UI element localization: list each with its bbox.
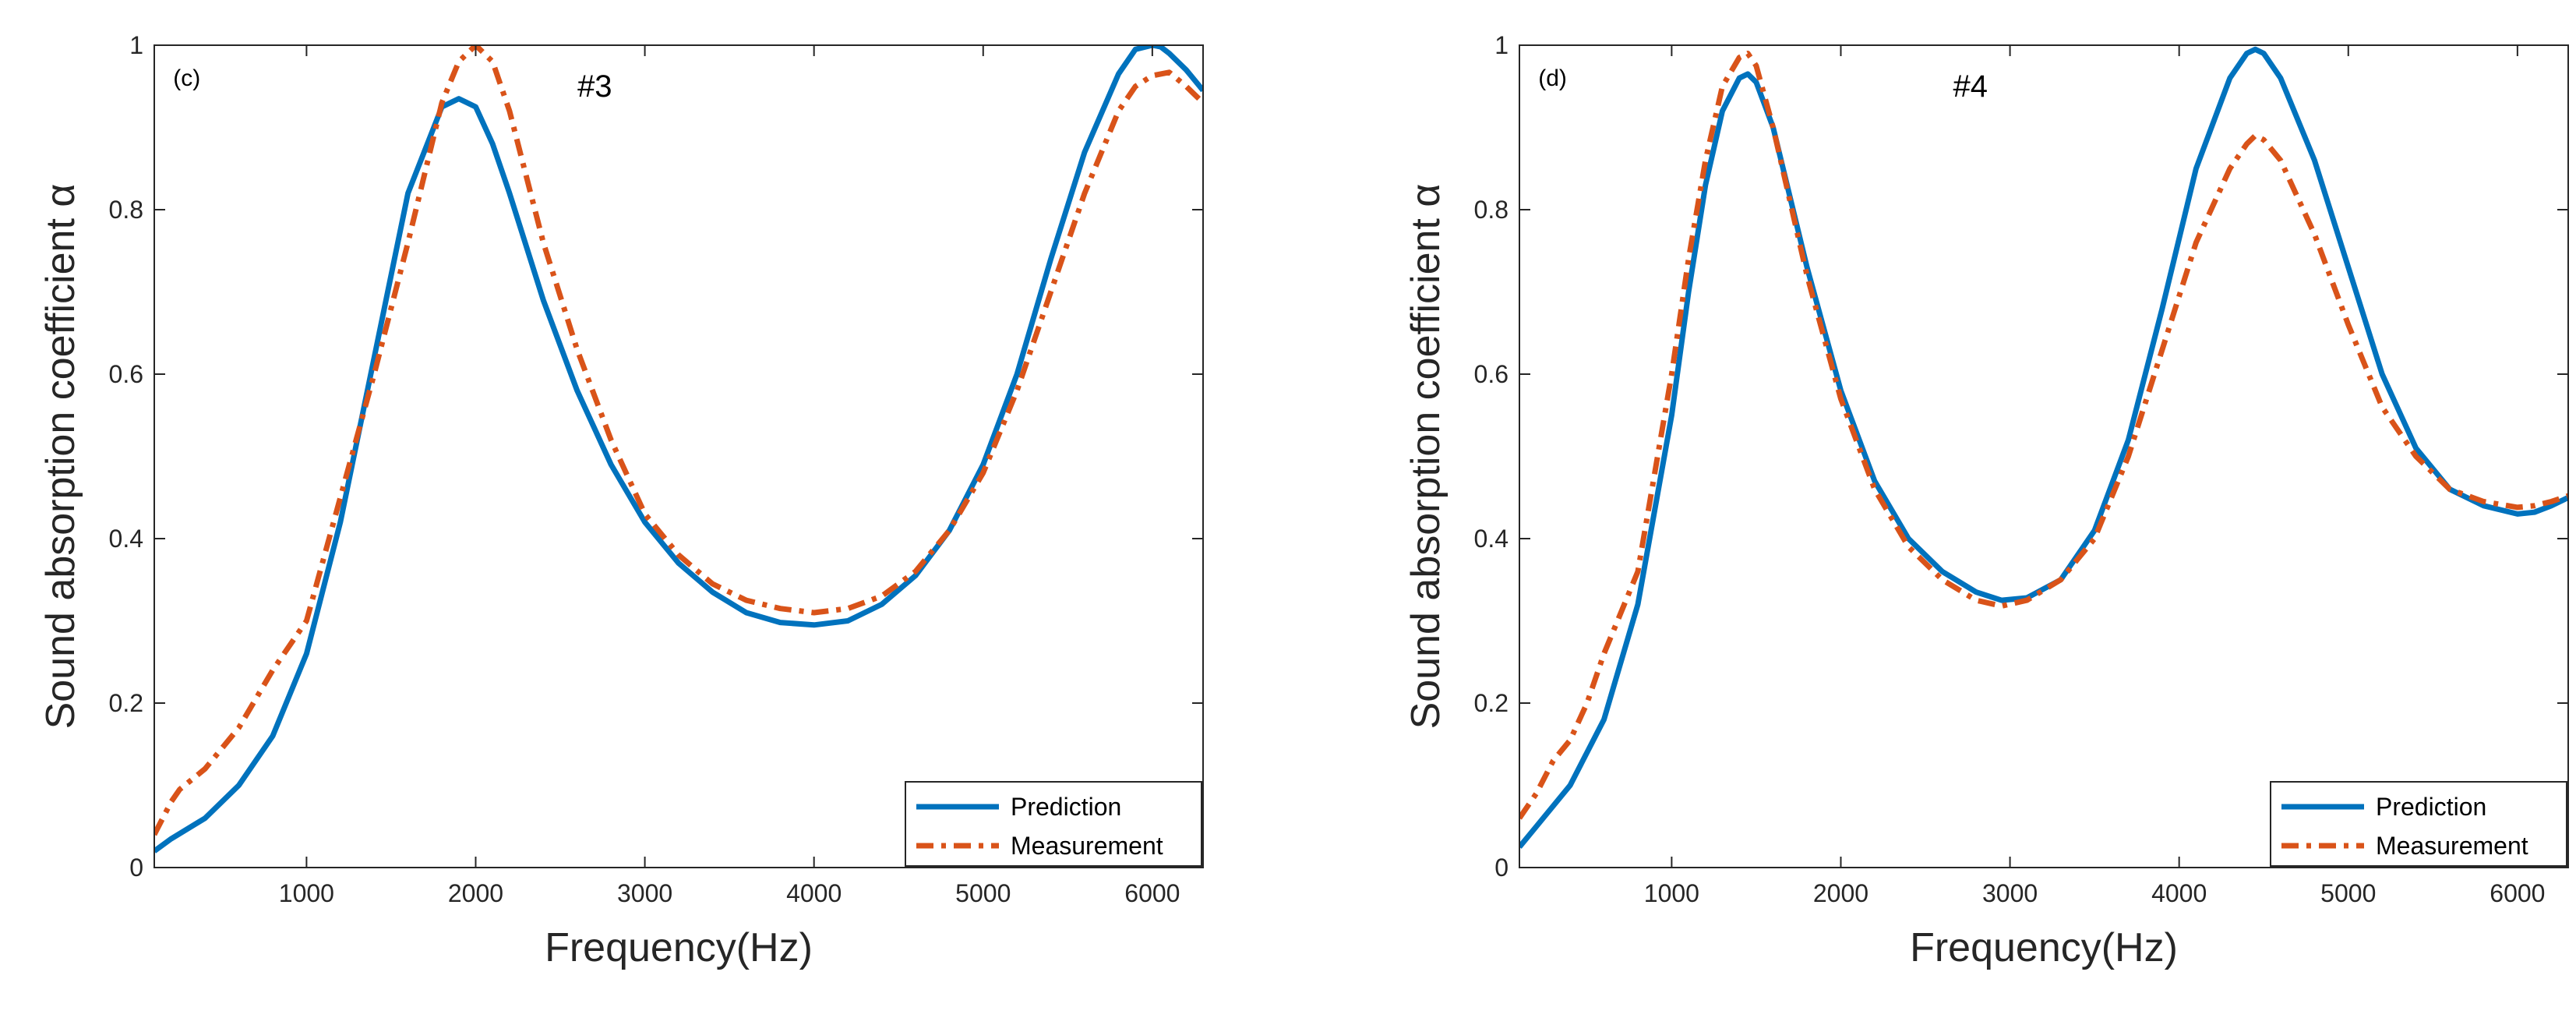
axes-box <box>154 44 1204 868</box>
y-tick-label: 0 <box>1494 854 1509 882</box>
y-tick-label: 0.6 <box>109 360 143 388</box>
x-tick-label: 4000 <box>786 879 842 907</box>
y-tick-label: 0.2 <box>109 689 143 717</box>
legend-label-prediction: Prediction <box>2376 793 2486 821</box>
series-line-prediction <box>154 45 1203 854</box>
legend-label-measurement: Measurement <box>2376 832 2528 860</box>
y-tick-label: 0.6 <box>1474 360 1509 388</box>
x-tick-label: 4000 <box>2151 879 2207 907</box>
x-tick-label: 1000 <box>1644 879 1699 907</box>
x-tick-label: 1000 <box>279 879 334 907</box>
chart-panel-2: 1000 2000 3000 4000 5000 6000 0 0.2 0.4 0.6 0.8 1 Fr… <box>1403 31 2569 970</box>
y-tick-label: 0.8 <box>1474 196 1509 224</box>
legend-box <box>905 781 1202 867</box>
x-tick-label: 5000 <box>955 879 1011 907</box>
x-tick-label: 2000 <box>1813 879 1868 907</box>
legend: Prediction Measurement <box>2270 781 2567 867</box>
series-line-measurement <box>154 45 1203 836</box>
legend-label-prediction: Prediction <box>1011 793 1121 821</box>
x-tick-label: 6000 <box>1124 879 1180 907</box>
panel-title: #4 <box>1953 69 1988 104</box>
plot-area <box>154 45 1203 868</box>
series-line-measurement <box>1519 51 2568 820</box>
plot-area <box>1519 45 2568 868</box>
y-tick-label: 0.4 <box>1474 525 1509 553</box>
y-tick-label: 1 <box>1494 31 1509 59</box>
legend-box <box>2270 781 2567 867</box>
legend: Prediction Measurement <box>905 781 1202 867</box>
legend-label-measurement: Measurement <box>1011 832 1163 860</box>
panel-tag: (c) <box>173 65 200 91</box>
x-tick-label: 3000 <box>1982 879 2038 907</box>
panel-tag: (d) <box>1538 65 1567 91</box>
y-tick-label: 0.4 <box>109 525 143 553</box>
y-tick-label: 0.2 <box>1474 689 1509 717</box>
y-tick-label: 0 <box>129 854 143 882</box>
x-tick-label: 3000 <box>617 879 672 907</box>
x-tick-label: 2000 <box>448 879 503 907</box>
x-axis-label: Frequency(Hz) <box>1910 925 2178 970</box>
x-tick-label: 5000 <box>2320 879 2376 907</box>
axes-box <box>1519 44 2569 868</box>
y-axis-label: Sound absorption coefficient α <box>38 184 83 730</box>
y-tick-label: 1 <box>129 31 143 59</box>
x-tick-label: 6000 <box>2490 879 2545 907</box>
x-axis-label: Frequency(Hz) <box>545 925 813 970</box>
panel-title: #3 <box>577 69 612 104</box>
y-axis-label: Sound absorption coefficient α <box>1403 184 1449 730</box>
chart-panel-1: 1000 2000 3000 4000 5000 6000 0 0.2 0.4 0.6 0.8 1 Fr… <box>38 31 1204 970</box>
y-tick-label: 0.8 <box>109 196 143 224</box>
